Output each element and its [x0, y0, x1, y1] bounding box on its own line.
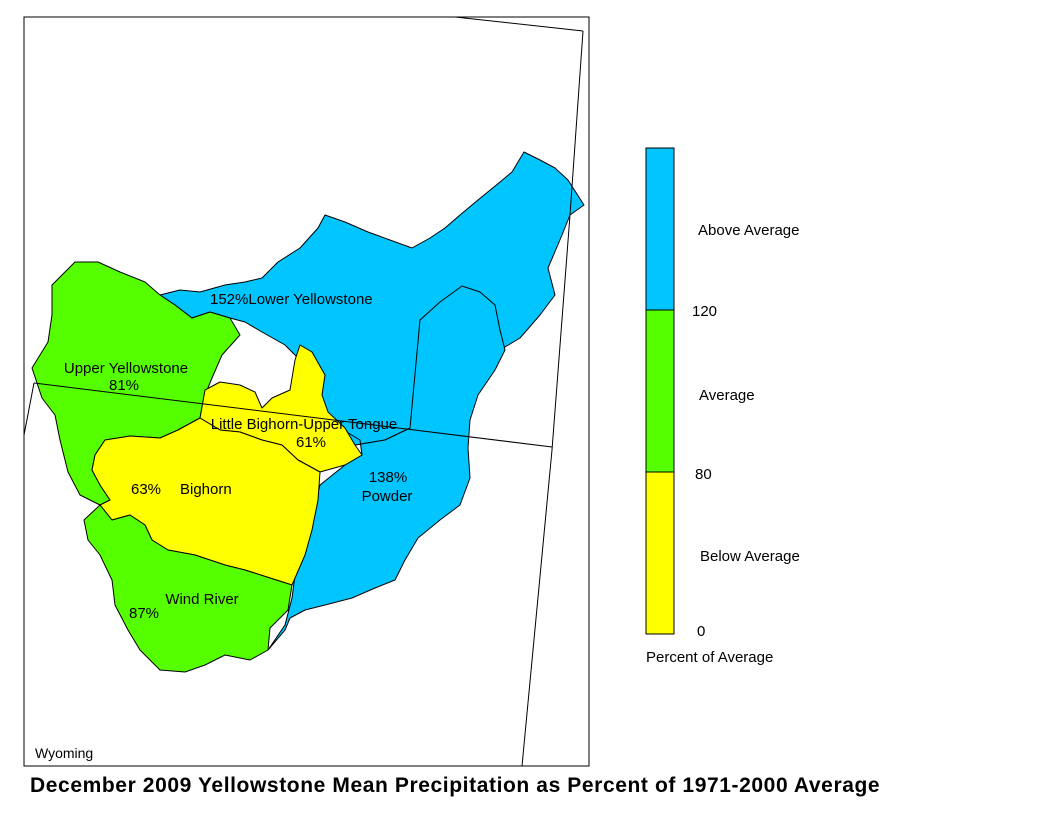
state-boundary-east [521, 30, 584, 767]
label-little-bighorn-name: Little Bighorn-Upper Tongue [211, 416, 398, 433]
legend-title: Percent of Average [646, 649, 773, 666]
state-boundary-montana-wyoming [33, 382, 553, 448]
legend-break-0: 0 [697, 623, 705, 640]
label-powder-name: Powder [362, 488, 413, 505]
map-title: December 2009 Yellowstone Mean Precipita… [30, 774, 881, 797]
label-wind-river-name: Wind River [165, 591, 238, 608]
legend-swatch-above [645, 147, 675, 311]
label-lower-yellowstone: 152%Lower Yellowstone [210, 291, 373, 308]
label-bighorn-name: Bighorn [180, 481, 232, 498]
label-upper-yellowstone-name: Upper Yellowstone [64, 360, 188, 377]
legend-label-above: Above Average [698, 222, 799, 239]
label-little-bighorn-percent: 61% [296, 434, 326, 451]
label-bighorn-percent: 63% [131, 481, 161, 498]
state-label-wyoming: Wyoming [35, 745, 93, 761]
legend-swatch-below [645, 471, 675, 635]
basin-wind-river[interactable] [83, 504, 293, 673]
legend-break-120: 120 [692, 303, 717, 320]
label-powder-percent: 138% [369, 469, 407, 486]
state-boundary-west [23, 382, 35, 436]
basin-powder[interactable] [267, 285, 506, 651]
label-upper-yellowstone-percent: 81% [109, 377, 139, 394]
legend: Above Average Average Below Average 120 … [645, 147, 800, 666]
label-wind-river-percent: 87% [129, 605, 159, 622]
legend-break-80: 80 [695, 466, 712, 483]
legend-label-below: Below Average [700, 548, 800, 565]
state-boundary-top [454, 16, 584, 32]
legend-swatch-average [645, 309, 675, 473]
legend-label-average: Average [699, 387, 755, 404]
